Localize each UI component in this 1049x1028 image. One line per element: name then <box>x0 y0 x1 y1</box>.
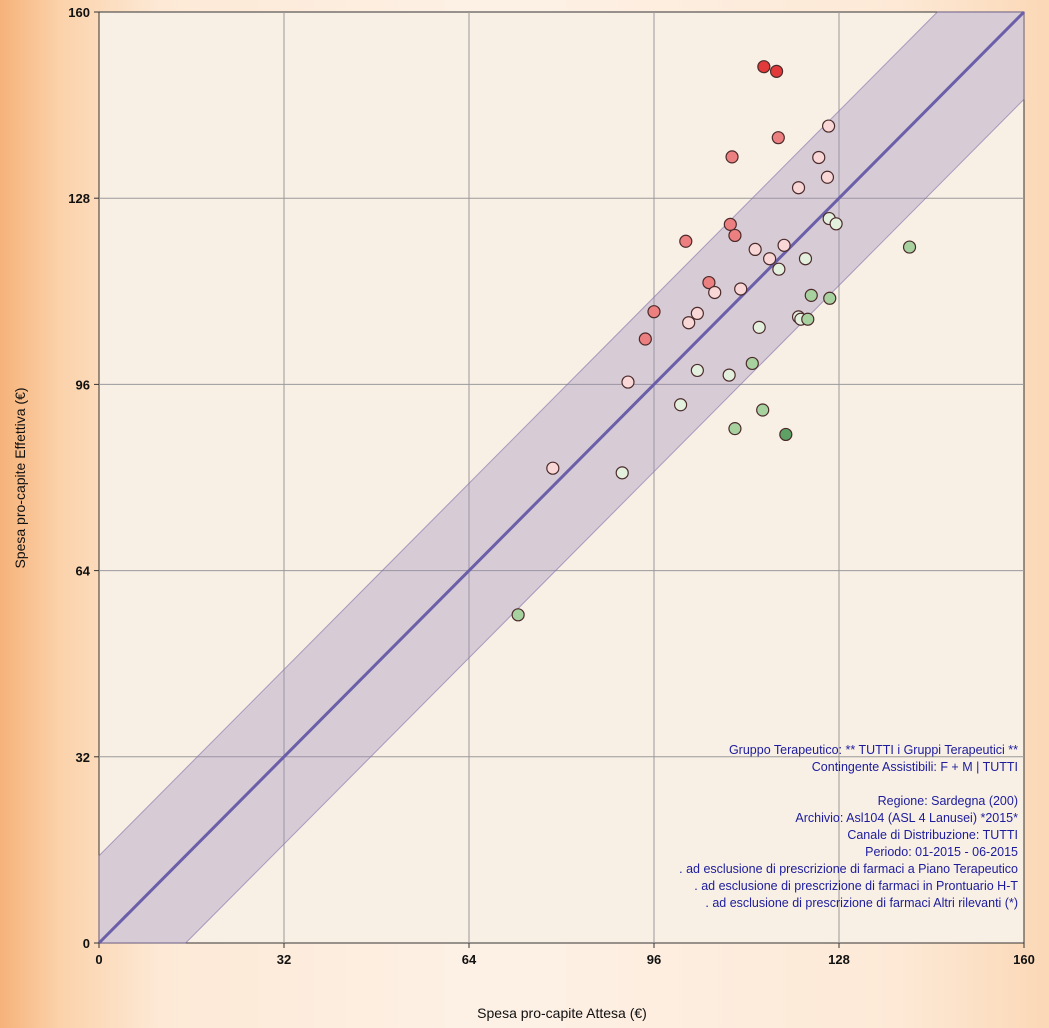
data-point <box>702 275 716 290</box>
info-panel: Gruppo Terapeutico: ** TUTTI i Gruppi Te… <box>679 743 1018 910</box>
data-point <box>722 368 736 382</box>
data-point <box>798 252 813 266</box>
data-point <box>769 64 784 78</box>
data-point <box>812 150 826 165</box>
x-tick-label: 0 <box>95 952 102 967</box>
info-line: Archivio: Asl104 (ASL 4 Lanusei) *2015* <box>795 811 1018 825</box>
data-point <box>511 608 525 622</box>
data-point <box>615 466 629 480</box>
data-point <box>682 316 696 330</box>
data-point <box>763 252 777 266</box>
data-point <box>752 320 766 334</box>
data-point <box>820 170 835 184</box>
data-points <box>511 60 917 622</box>
data-point <box>621 375 635 389</box>
y-axis-title: Spesa pro-capite Effettiva (€) <box>12 387 28 568</box>
data-point <box>723 217 737 231</box>
info-line: Canale di Distribuzione: TUTTI <box>847 828 1018 842</box>
data-point <box>791 181 806 195</box>
data-point <box>772 262 786 276</box>
data-point <box>679 234 693 248</box>
data-point <box>823 291 837 305</box>
grid-lines <box>99 12 1024 943</box>
x-tick-label: 160 <box>1013 952 1035 967</box>
y-tick-label: 128 <box>68 191 90 206</box>
data-point <box>728 422 742 436</box>
data-point <box>690 363 704 378</box>
y-tick-label: 160 <box>68 5 90 20</box>
info-line: Periodo: 01-2015 - 06-2015 <box>865 845 1018 859</box>
y-tick-label: 64 <box>76 564 91 579</box>
data-point <box>748 242 762 257</box>
data-point <box>690 306 704 321</box>
y-tick-label: 96 <box>76 377 90 392</box>
info-line: . ad esclusione di prescrizione di farma… <box>705 896 1018 910</box>
x-tick-label: 64 <box>462 952 477 967</box>
data-point <box>708 285 722 300</box>
data-point <box>757 60 771 74</box>
data-point <box>647 305 661 319</box>
data-point <box>804 288 818 302</box>
info-line: . ad esclusione di prescrizione di farma… <box>694 879 1018 893</box>
data-point <box>673 398 688 412</box>
x-tick-label: 96 <box>647 952 661 967</box>
data-point <box>829 217 843 231</box>
data-point <box>725 150 739 164</box>
data-point <box>728 228 742 243</box>
x-tick-label: 32 <box>277 952 291 967</box>
data-point <box>771 131 785 145</box>
data-point <box>734 282 748 296</box>
data-point <box>801 312 815 326</box>
reference-diagonal-line <box>97 10 1026 945</box>
data-point <box>745 356 759 371</box>
data-point <box>546 461 560 475</box>
data-point <box>756 403 770 417</box>
info-line: . ad esclusione di prescrizione di farma… <box>679 862 1018 876</box>
y-tick-label: 0 <box>83 936 90 951</box>
info-line: Regione: Sardegna (200) <box>878 794 1018 808</box>
info-line: Gruppo Terapeutico: ** TUTTI i Gruppi Te… <box>729 743 1018 757</box>
y-axis-ticks: 0 32 64 96 128 160 <box>68 5 99 951</box>
data-point <box>638 332 652 346</box>
x-axis-ticks: 0 32 64 96 128 160 <box>95 943 1035 967</box>
data-point <box>902 240 917 254</box>
info-line: Contingente Assistibili: F + M | TUTTI <box>812 760 1018 774</box>
y-tick-label: 32 <box>76 750 90 765</box>
x-axis-title: Spesa pro-capite Attesa (€) <box>477 1005 647 1021</box>
data-point <box>821 119 836 133</box>
x-tick-label: 128 <box>828 952 850 967</box>
data-point <box>779 427 793 442</box>
data-point <box>777 238 791 252</box>
